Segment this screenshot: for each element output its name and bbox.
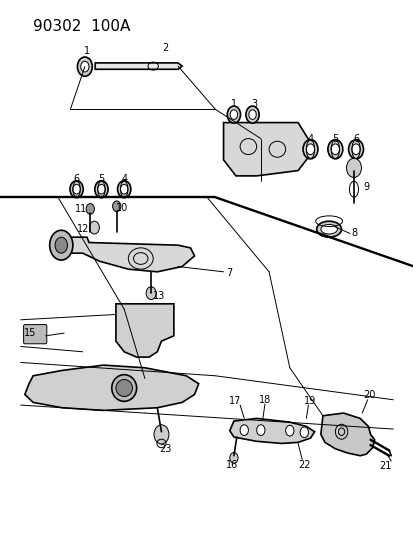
Text: 5: 5 — [331, 134, 338, 143]
Text: 18: 18 — [258, 395, 271, 405]
Text: 5: 5 — [98, 174, 104, 183]
Circle shape — [230, 110, 237, 119]
Circle shape — [245, 106, 259, 123]
Circle shape — [50, 230, 73, 260]
Circle shape — [248, 110, 256, 119]
Text: 23: 23 — [159, 444, 171, 454]
Ellipse shape — [116, 379, 132, 397]
Circle shape — [95, 181, 108, 198]
Circle shape — [256, 425, 264, 435]
Text: 20: 20 — [362, 391, 375, 400]
Ellipse shape — [316, 221, 341, 237]
Text: 2: 2 — [162, 43, 169, 53]
Circle shape — [97, 184, 105, 194]
Text: 9: 9 — [363, 182, 368, 191]
Circle shape — [330, 144, 339, 155]
Text: 1: 1 — [84, 46, 90, 55]
Polygon shape — [58, 237, 194, 272]
Text: 22: 22 — [297, 460, 310, 470]
Circle shape — [89, 221, 99, 234]
Text: 8: 8 — [350, 229, 356, 238]
Circle shape — [306, 144, 314, 155]
Text: 6: 6 — [74, 174, 79, 183]
Text: 4: 4 — [121, 174, 127, 183]
Circle shape — [86, 204, 94, 214]
Text: 6: 6 — [352, 134, 358, 143]
Polygon shape — [25, 365, 198, 410]
Text: 19: 19 — [303, 396, 315, 406]
Ellipse shape — [112, 375, 136, 401]
Circle shape — [55, 237, 67, 253]
Text: 21: 21 — [378, 462, 390, 471]
Text: 16: 16 — [225, 460, 237, 470]
Text: 15: 15 — [24, 328, 36, 338]
Polygon shape — [95, 63, 182, 69]
Polygon shape — [229, 418, 314, 443]
Text: 13: 13 — [153, 291, 165, 301]
Circle shape — [346, 158, 361, 177]
Circle shape — [120, 184, 128, 194]
Text: 7: 7 — [226, 268, 233, 278]
Polygon shape — [116, 304, 173, 357]
Text: 12: 12 — [76, 224, 89, 234]
Circle shape — [302, 140, 317, 159]
Circle shape — [146, 287, 156, 300]
Polygon shape — [223, 123, 314, 176]
Ellipse shape — [320, 224, 337, 234]
Circle shape — [77, 57, 92, 76]
Text: 4: 4 — [307, 134, 313, 143]
Circle shape — [112, 201, 121, 212]
Circle shape — [70, 181, 83, 198]
Text: 90302  100A: 90302 100A — [33, 19, 130, 34]
Circle shape — [117, 181, 131, 198]
Circle shape — [327, 140, 342, 159]
FancyBboxPatch shape — [24, 325, 47, 344]
Text: 17: 17 — [228, 396, 241, 406]
Circle shape — [154, 425, 169, 444]
Polygon shape — [320, 413, 374, 456]
Circle shape — [285, 425, 293, 436]
Circle shape — [229, 453, 237, 463]
Text: 11: 11 — [74, 204, 87, 214]
Circle shape — [240, 425, 248, 435]
Text: 1: 1 — [230, 99, 236, 109]
Circle shape — [348, 140, 363, 159]
Text: 3: 3 — [251, 99, 257, 109]
Circle shape — [351, 144, 359, 155]
Text: 10: 10 — [116, 203, 128, 213]
Circle shape — [299, 427, 308, 438]
Circle shape — [73, 184, 80, 194]
Circle shape — [81, 61, 89, 72]
Circle shape — [227, 106, 240, 123]
